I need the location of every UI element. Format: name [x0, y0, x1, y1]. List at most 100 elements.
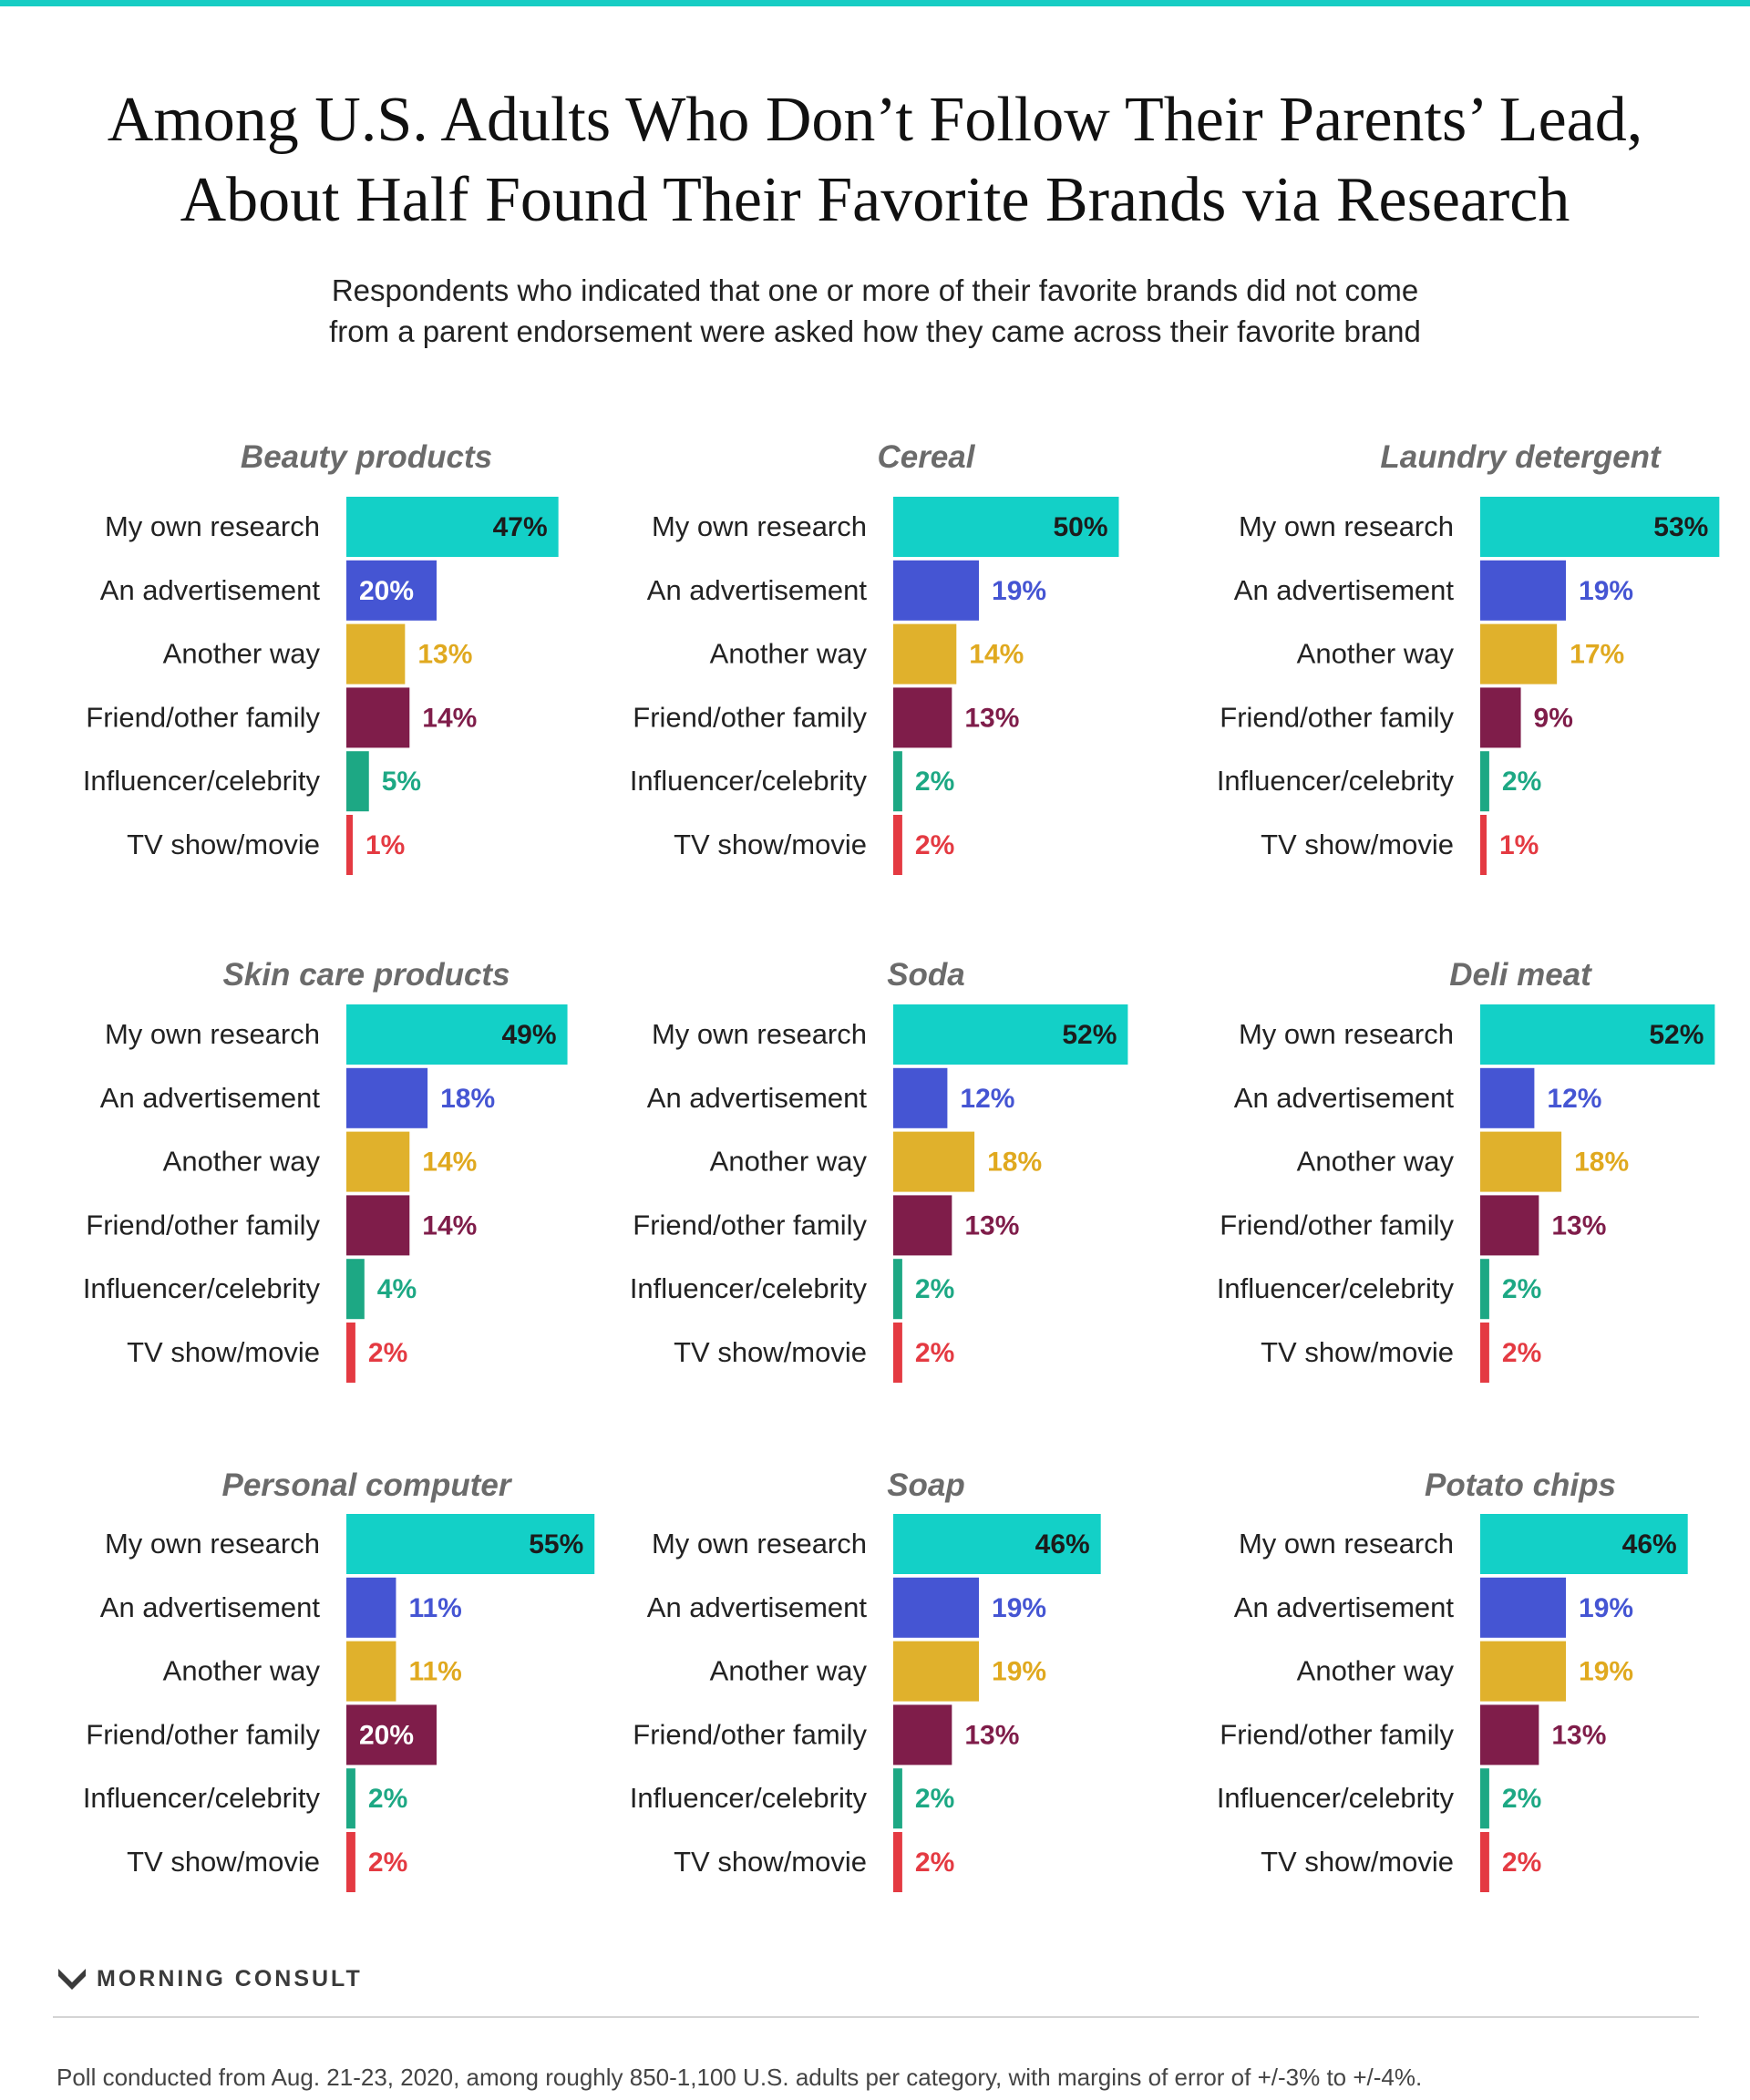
value-label-friend-other-family: 13% — [964, 703, 1019, 733]
value-label-an-advertisement: 19% — [1579, 1593, 1633, 1623]
title-line-2: About Half Found Their Favorite Brands v… — [180, 165, 1570, 235]
bar-another-way — [893, 1641, 980, 1702]
bar-friend-other-family — [1480, 687, 1521, 748]
category-label-tv-show-movie: TV show/movie — [674, 1846, 867, 1878]
value-label-my-own-research: 55% — [529, 1529, 583, 1560]
value-label-my-own-research: 50% — [1053, 512, 1107, 542]
chart-title: Beauty products — [241, 439, 492, 475]
value-label-another-way: 19% — [1579, 1657, 1633, 1687]
category-label-influencer-celebrity: Influencer/celebrity — [83, 765, 321, 797]
value-label-influencer-celebrity: 2% — [1502, 1784, 1541, 1814]
bar-tv-show-movie — [346, 1323, 355, 1383]
value-label-tv-show-movie: 2% — [1502, 1338, 1541, 1368]
bar-my-own-research — [893, 497, 1119, 557]
chart-cereal: Cereal My own research 50% An advertisement… — [630, 439, 1119, 875]
bar-an-advertisement — [1480, 1577, 1567, 1638]
bar-friend-other-family — [346, 687, 410, 748]
value-label-another-way: 18% — [987, 1148, 1042, 1178]
value-label-my-own-research: 52% — [1062, 1020, 1117, 1050]
value-label-an-advertisement: 12% — [1547, 1084, 1601, 1114]
category-label-tv-show-movie: TV show/movie — [1261, 1336, 1454, 1368]
chart-title: Laundry detergent — [1380, 439, 1662, 475]
value-label-another-way: 13% — [417, 640, 472, 670]
value-label-another-way: 14% — [969, 640, 1024, 670]
category-label-influencer-celebrity: Influencer/celebrity — [630, 765, 868, 797]
title-line-1: Among U.S. Adults Who Don’t Follow Their… — [107, 85, 1643, 155]
category-label-an-advertisement: An advertisement — [100, 574, 321, 606]
bar-tv-show-movie — [346, 1832, 355, 1892]
category-label-my-own-research: My own research — [105, 510, 320, 542]
category-label-an-advertisement: An advertisement — [100, 1082, 321, 1114]
category-label-an-advertisement: An advertisement — [1234, 574, 1455, 606]
value-label-friend-other-family: 9% — [1534, 703, 1573, 733]
subtitle-line-2: from a parent endorsement were asked how… — [329, 314, 1421, 348]
bar-friend-other-family — [346, 1195, 410, 1256]
chart-beauty-products: Beauty products My own research 47% An adve… — [83, 439, 559, 875]
category-label-influencer-celebrity: Influencer/celebrity — [630, 1782, 868, 1814]
category-label-another-way: Another way — [710, 638, 868, 670]
chart-deli-meat: Deli meat My own research 52% An advertisem… — [1217, 957, 1715, 1383]
bar-my-own-research — [346, 1514, 595, 1574]
bar-an-advertisement — [1480, 1067, 1535, 1128]
value-label-tv-show-movie: 2% — [1502, 1848, 1541, 1878]
category-label-my-own-research: My own research — [105, 1528, 320, 1560]
bar-my-own-research — [346, 1004, 568, 1065]
page-title: Among U.S. Adults Who Don’t Follow Their… — [0, 80, 1750, 241]
bar-influencer-celebrity — [893, 1768, 902, 1829]
value-label-influencer-celebrity: 4% — [377, 1274, 417, 1304]
category-label-tv-show-movie: TV show/movie — [127, 1846, 320, 1878]
category-label-tv-show-movie: TV show/movie — [1261, 1846, 1454, 1878]
category-label-friend-other-family: Friend/other family — [86, 1718, 320, 1750]
category-label-another-way: Another way — [163, 1146, 321, 1178]
category-label-my-own-research: My own research — [652, 510, 867, 542]
value-label-my-own-research: 53% — [1653, 512, 1708, 542]
value-label-influencer-celebrity: 2% — [1502, 767, 1541, 797]
bar-tv-show-movie — [1480, 815, 1487, 875]
bar-influencer-celebrity — [1480, 1259, 1489, 1320]
value-label-my-own-research: 46% — [1622, 1529, 1677, 1560]
category-label-another-way: Another way — [1297, 1655, 1455, 1687]
subtitle-line-1: Respondents who indicated that one or mo… — [331, 273, 1419, 307]
value-label-my-own-research: 52% — [1649, 1020, 1704, 1050]
morning-consult-mark-icon — [58, 1969, 86, 1990]
bar-an-advertisement — [893, 560, 980, 621]
category-label-another-way: Another way — [710, 1146, 868, 1178]
bar-an-advertisement — [346, 1067, 428, 1128]
bar-influencer-celebrity — [893, 751, 902, 812]
value-label-friend-other-family: 13% — [1551, 1210, 1606, 1240]
chart-title: Deli meat — [1449, 957, 1592, 993]
chart-potato-chips: Potato chips My own research 46% An adverti… — [1217, 1467, 1688, 1892]
bar-tv-show-movie — [1480, 1323, 1489, 1383]
value-label-friend-other-family: 14% — [422, 703, 477, 733]
category-label-friend-other-family: Friend/other family — [633, 701, 867, 733]
chart-soap: Soap My own research 46% An advertisement 19… — [630, 1467, 1101, 1892]
value-label-friend-other-family: 14% — [422, 1210, 477, 1240]
chart-laundry-detergent: Laundry detergent My own research 53% An ad… — [1217, 439, 1720, 875]
bar-influencer-celebrity — [1480, 1768, 1489, 1829]
bar-friend-other-family — [346, 1704, 437, 1765]
value-label-friend-other-family: 13% — [964, 1720, 1019, 1750]
category-label-my-own-research: My own research — [652, 1528, 867, 1560]
category-label-influencer-celebrity: Influencer/celebrity — [1217, 1782, 1455, 1814]
chart-soda: Soda My own research 52% An advertisement 12… — [630, 957, 1128, 1383]
category-label-influencer-celebrity: Influencer/celebrity — [83, 1272, 321, 1304]
bar-influencer-celebrity — [893, 1259, 902, 1320]
chart-title: Skin care products — [222, 957, 510, 993]
category-label-my-own-research: My own research — [652, 1018, 867, 1050]
category-label-an-advertisement: An advertisement — [1234, 1591, 1455, 1623]
value-label-tv-show-movie: 1% — [1499, 830, 1539, 860]
category-label-friend-other-family: Friend/other family — [1220, 1209, 1454, 1240]
brand-name: MORNING CONSULT — [97, 1965, 363, 1992]
category-label-an-advertisement: An advertisement — [647, 1082, 868, 1114]
page-subtitle: Respondents who indicated that one or mo… — [0, 270, 1750, 352]
value-label-influencer-celebrity: 2% — [915, 1274, 954, 1304]
category-label-friend-other-family: Friend/other family — [633, 1718, 867, 1750]
value-label-influencer-celebrity: 5% — [382, 767, 421, 797]
category-label-an-advertisement: An advertisement — [1234, 1082, 1455, 1114]
category-label-an-advertisement: An advertisement — [647, 1591, 868, 1623]
value-label-friend-other-family: 20% — [359, 1720, 414, 1750]
category-label-another-way: Another way — [163, 1655, 321, 1687]
category-label-an-advertisement: An advertisement — [647, 574, 868, 606]
bar-my-own-research — [893, 1004, 1128, 1065]
